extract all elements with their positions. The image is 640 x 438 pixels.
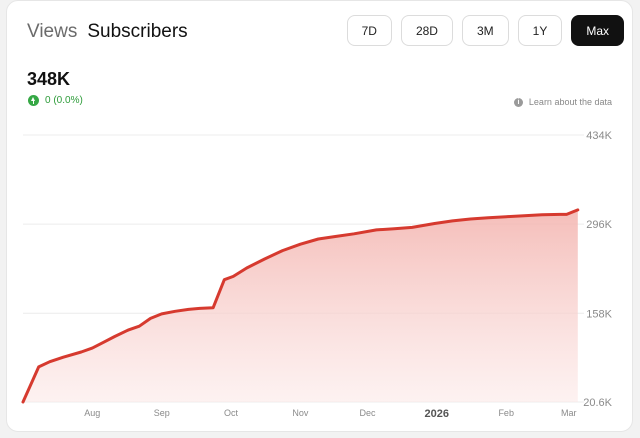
- tab-subscribers[interactable]: Subscribers: [87, 21, 188, 42]
- learn-about-data-link[interactable]: i Learn about the data: [513, 97, 612, 107]
- x-axis-labels: Aug Sep Oct Nov Dec 2026 Feb Mar: [84, 408, 576, 420]
- range-max-button[interactable]: Max: [571, 15, 624, 46]
- arrow-up-icon: [28, 95, 39, 106]
- range-7d-button[interactable]: 7D: [346, 15, 392, 46]
- metric-tabs: Views Subscribers: [27, 21, 188, 43]
- chart-data-points: [22, 209, 578, 403]
- chart-area-fill: [23, 209, 578, 402]
- chart-series-line: [21, 208, 580, 404]
- subscriber-count: 348K: [27, 69, 71, 89]
- y-tick-label: 296K: [586, 219, 612, 231]
- y-axis-labels: 434K 296K 158K 20.6K: [583, 130, 612, 409]
- x-tick-label: Dec: [359, 408, 376, 418]
- x-tick-label: Nov: [292, 408, 309, 418]
- tab-views[interactable]: Views: [27, 21, 78, 42]
- range-28d-button[interactable]: 28D: [400, 15, 453, 46]
- subscriber-change: 0 (0.0%): [28, 95, 83, 106]
- x-tick-label: Aug: [84, 408, 100, 418]
- info-icon: i: [513, 97, 523, 107]
- y-tick-label: 434K: [586, 130, 612, 142]
- range-1y-button[interactable]: 1Y: [517, 15, 563, 46]
- x-tick-label: Sep: [154, 408, 170, 418]
- range-3m-button[interactable]: 3M: [461, 15, 509, 46]
- x-tick-label: Oct: [224, 408, 239, 418]
- y-tick-label: 158K: [586, 308, 612, 320]
- change-text: 0 (0.0%): [45, 95, 83, 106]
- time-range-selector: 7D 28D 3M 1Y Max: [346, 15, 624, 46]
- y-tick-label: 20.6K: [583, 397, 612, 409]
- x-tick-label: Mar: [561, 408, 577, 418]
- x-tick-label: 2026: [425, 408, 449, 420]
- learn-label: Learn about the data: [528, 97, 612, 107]
- x-tick-label: Feb: [498, 408, 514, 418]
